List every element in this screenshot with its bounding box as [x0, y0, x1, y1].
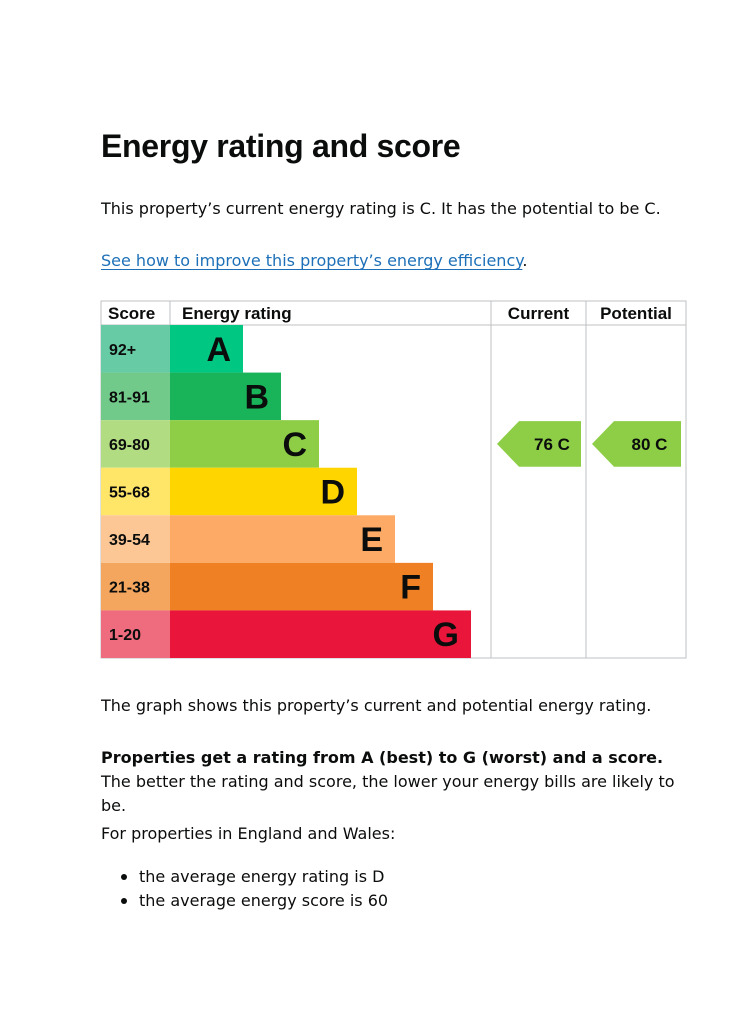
header-current: Current	[508, 304, 570, 323]
page-title: Energy rating and score	[101, 128, 461, 164]
score-cell	[101, 515, 170, 563]
rating-bar-a	[170, 325, 243, 373]
rating-letter: G	[433, 616, 459, 654]
rating-bar-e	[170, 515, 395, 563]
region-intro: For properties in England and Wales:	[101, 824, 396, 843]
list-item: the average energy rating is D	[101, 865, 388, 889]
rating-bar-f	[170, 562, 433, 611]
rating-letter: E	[360, 521, 383, 559]
rating-letter: F	[400, 569, 421, 607]
score-cell	[101, 372, 170, 421]
score-range-label: 39-54	[109, 532, 150, 549]
current-rating-arrow-label: 76 C	[534, 435, 570, 454]
score-cell	[101, 325, 170, 373]
score-range-label: 55-68	[109, 485, 150, 502]
current-rating-arrow	[497, 421, 581, 467]
header-score: Score	[108, 304, 155, 323]
rating-letter: D	[320, 474, 345, 512]
improve-efficiency-link[interactable]: See how to improve this property’s energ…	[101, 251, 523, 270]
score-range-label: 81-91	[109, 389, 150, 406]
improve-efficiency-link-row: See how to improve this property’s energ…	[101, 249, 528, 273]
score-cell	[101, 610, 170, 658]
average-list: the average energy rating is D the avera…	[101, 865, 388, 913]
score-range-label: 69-80	[109, 437, 150, 454]
score-cell	[101, 562, 170, 611]
current-rating-summary: This property’s current energy rating is…	[101, 199, 661, 218]
header-potential: Potential	[600, 304, 672, 323]
rating-explanation: Properties get a rating from A (best) to…	[101, 746, 691, 818]
potential-rating-arrow-label: 80 C	[632, 435, 668, 454]
score-range-label: 21-38	[109, 580, 150, 597]
rating-explanation-bold: Properties get a rating from A (best) to…	[101, 748, 664, 767]
rating-bar-b	[170, 372, 281, 421]
score-range-label: 1-20	[109, 627, 141, 644]
rating-letter: A	[206, 331, 231, 369]
rating-explanation-rest: The better the rating and score, the low…	[101, 772, 675, 815]
header-energy-rating: Energy rating	[182, 304, 292, 323]
score-cell	[101, 467, 170, 516]
score-cell	[101, 420, 170, 468]
score-range-label: 92+	[109, 342, 136, 359]
potential-rating-arrow	[592, 421, 681, 467]
list-item: the average energy score is 60	[101, 889, 388, 913]
rating-bar-g	[170, 610, 471, 658]
rating-letter: C	[282, 426, 307, 464]
rating-letter: B	[244, 378, 269, 416]
rating-bar-d	[170, 467, 357, 516]
graph-note: The graph shows this property’s current …	[101, 696, 652, 715]
link-suffix: .	[522, 251, 528, 270]
rating-bar-c	[170, 420, 319, 468]
